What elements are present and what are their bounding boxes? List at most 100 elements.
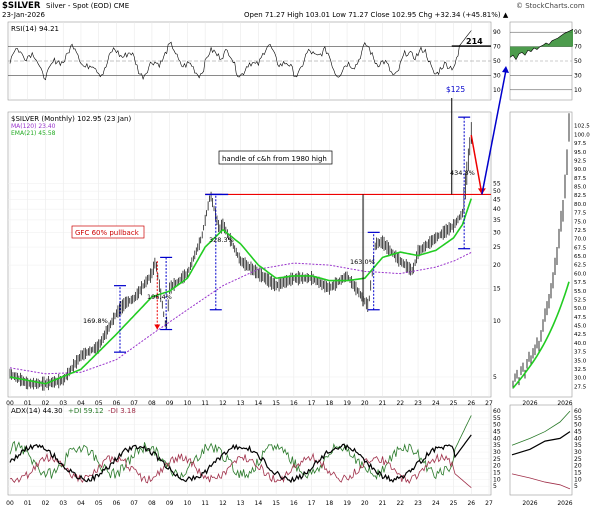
x-tick-label: 05 — [95, 400, 103, 407]
price-inset-tick: 60.0 — [574, 271, 587, 277]
x-tick-label-bottom: 10 — [184, 500, 192, 507]
price-tick-label: 35 — [493, 217, 501, 224]
x-tick-label-bottom: 00 — [6, 500, 14, 507]
price-inset-tick: 75.0 — [574, 219, 587, 225]
adx-inset-tick: 15 — [574, 470, 582, 477]
inset-x-label-bottom: 2026 — [522, 500, 537, 507]
x-tick-label-bottom: 22 — [396, 500, 404, 507]
adx-tick-label: 45 — [493, 429, 501, 436]
symbol-label: $SILVER — [2, 1, 41, 11]
minus-di-line — [9, 452, 472, 489]
gfc-annotation: GFC 60% pullback — [75, 229, 140, 237]
x-tick-label: 07 — [130, 400, 138, 407]
adx-inset-tick: 55 — [574, 415, 582, 422]
adx-tick-label: 5 — [493, 483, 497, 490]
x-tick-label-bottom: 13 — [237, 500, 245, 507]
x-tick-label: 03 — [59, 400, 67, 407]
rsi-inset-tick: 70 — [574, 44, 582, 51]
handle-annotation: handle of c&h from 1980 high — [222, 155, 327, 163]
rsi-tick-label: 30 — [493, 72, 501, 79]
pct-label-3: 328.3% — [209, 236, 234, 244]
adx-inset-tick: 45 — [574, 429, 582, 436]
pct-label-5: 434.8% — [450, 169, 475, 177]
x-tick-label-bottom: 14 — [255, 500, 263, 507]
x-tick-label-bottom: 12 — [219, 500, 227, 507]
x-tick-label-bottom: 21 — [379, 500, 387, 507]
x-tick-label-bottom: 15 — [272, 500, 280, 507]
x-tick-label: 25 — [450, 400, 458, 407]
x-tick-label-bottom: 27 — [485, 500, 493, 507]
pct-label-4: 163.0% — [350, 258, 375, 266]
red-projection-line — [470, 135, 483, 195]
plus-di-line — [9, 415, 472, 481]
x-tick-label: 11 — [201, 400, 209, 407]
x-tick-label-bottom: 08 — [148, 500, 156, 507]
x-tick-label: 27 — [485, 400, 493, 407]
rsi-214-label: 214 — [466, 37, 483, 46]
price-inset-tick: 65.0 — [574, 254, 587, 260]
x-tick-label-bottom: 24 — [432, 500, 440, 507]
adx-legend: ADX(14) 44.30 — [11, 407, 63, 415]
adx-tick-label: 50 — [493, 422, 501, 429]
price-inset-tick: 85.0 — [574, 185, 587, 191]
price-inset-tick: 100.0 — [574, 132, 590, 138]
adx-inset-tick: 40 — [574, 435, 582, 442]
x-tick-label-bottom: 11 — [201, 500, 209, 507]
price-tick-label: 45 — [493, 197, 501, 204]
x-tick-label: 00 — [6, 400, 14, 407]
rsi-legend: RSI(14) 94.21 — [11, 25, 59, 33]
adx-tick-label: 15 — [493, 470, 501, 477]
inset-x-label: 2026 — [557, 400, 572, 407]
rsi-tick-label: 90 — [493, 29, 501, 36]
price-inset-tick: 97.5 — [574, 141, 587, 147]
price-inset-tick: 42.5 — [574, 332, 587, 338]
price-inset-tick: 95.0 — [574, 150, 587, 156]
adx-inset-tick: 35 — [574, 442, 582, 449]
price-inset-tick: 27.5 — [574, 384, 587, 390]
price-inset-tick: 52.5 — [574, 297, 587, 303]
x-tick-label: 04 — [77, 400, 85, 407]
plus-di-inset-line — [511, 410, 571, 446]
x-tick-label-bottom: 03 — [59, 500, 67, 507]
rsi-inset-line — [509, 29, 574, 61]
gfc-arrow-head — [154, 324, 161, 330]
blue-arrow-line — [481, 69, 507, 195]
x-tick-label-bottom: 20 — [361, 500, 369, 507]
adx-tick-label: 60 — [493, 408, 501, 415]
ema21-line — [9, 198, 473, 385]
x-tick-label-bottom: 07 — [130, 500, 138, 507]
x-tick-label-bottom: 17 — [308, 500, 316, 507]
price-inset-panel — [509, 111, 573, 398]
x-tick-label: 06 — [113, 400, 121, 407]
price-inset-tick: 30.0 — [574, 376, 587, 382]
price-tick-label: 10 — [493, 318, 501, 325]
price-inset-tick: 55.0 — [574, 289, 587, 295]
price-inset-tick: 62.5 — [574, 263, 587, 269]
ma120-line — [9, 251, 472, 375]
x-tick-label: 12 — [219, 400, 227, 407]
price-inset-tick: 47.5 — [574, 315, 587, 321]
x-tick-label-bottom: 26 — [467, 500, 475, 507]
inset-x-label-bottom: 2026 — [557, 500, 572, 507]
x-tick-label-bottom: 19 — [343, 500, 351, 507]
adx-tick-label: 35 — [493, 442, 501, 449]
x-tick-label-bottom: 01 — [24, 500, 32, 507]
adx-inset-tick: 20 — [574, 463, 582, 470]
adx-inset-tick: 30 — [574, 449, 582, 456]
price-inset-tick: 45.0 — [574, 324, 587, 330]
x-tick-label: 01 — [24, 400, 32, 407]
x-tick-label: 10 — [184, 400, 192, 407]
price-inset-tick: 57.5 — [574, 280, 587, 286]
price-tick-label: 20 — [493, 262, 501, 269]
adx-tick-label: 55 — [493, 415, 501, 422]
x-tick-label: 18 — [326, 400, 334, 407]
x-tick-label: 14 — [255, 400, 263, 407]
x-tick-label: 22 — [396, 400, 404, 407]
inset-x-label: 2026 — [522, 400, 537, 407]
price-inset-tick: 102.5 — [574, 124, 590, 130]
price-inset-tick: 87.5 — [574, 176, 587, 182]
x-tick-label-bottom: 16 — [290, 500, 298, 507]
price-legend: $SILVER (Monthly) 102.95 (23 Jan) — [11, 115, 131, 123]
